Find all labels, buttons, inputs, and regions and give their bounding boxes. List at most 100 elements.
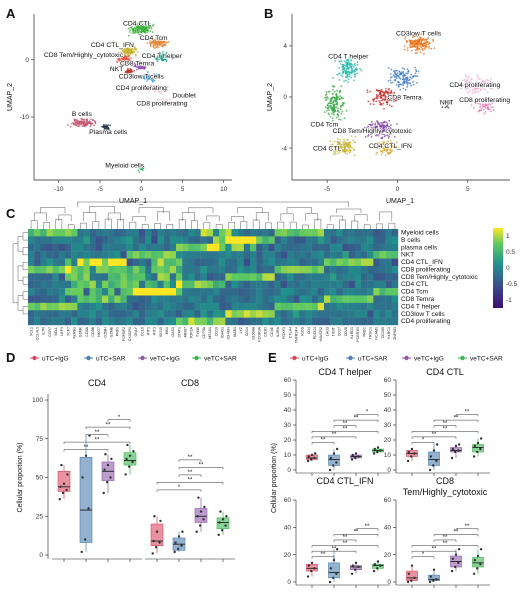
- umap-a-point: [150, 84, 153, 87]
- heatmap-cell: [95, 251, 103, 259]
- data-point: [476, 567, 479, 570]
- heatmap-gene-label: CTLA4: [288, 327, 292, 338]
- umap-b-point: [490, 106, 493, 109]
- heatmap-cell: [348, 280, 356, 289]
- heatmap-cell: [219, 229, 226, 237]
- heatmap-gene-label: CD79A: [202, 326, 206, 338]
- heatmap-cell: [373, 317, 380, 326]
- heatmap-cell: [52, 310, 60, 318]
- heatmap-cell: [120, 302, 127, 311]
- umap-b-point: [376, 120, 378, 122]
- data-point: [335, 548, 339, 551]
- heatmap-cell: [256, 236, 263, 244]
- data-point: [435, 443, 439, 446]
- heatmap-gene-label: TCF7: [66, 327, 70, 336]
- umap-b-point: [411, 39, 414, 42]
- d-CD4-sig-label: **: [84, 445, 89, 451]
- heatmap-cell: [188, 280, 195, 289]
- umap-b-point: [395, 76, 397, 78]
- heatmap-cell: [256, 317, 263, 326]
- heatmap-cell: [256, 280, 263, 289]
- umap-a-point: [104, 126, 107, 128]
- e-subplot-title: Tem/Highly_cytotoxic: [403, 487, 488, 497]
- umap-a-point: [147, 75, 150, 78]
- heatmap-cell: [237, 295, 245, 304]
- umap-a-point: [138, 171, 141, 173]
- umap-b-point: [329, 115, 332, 118]
- umap-a-point: [161, 88, 164, 91]
- umap-b-point: [489, 80, 492, 83]
- umap-b-point: [414, 52, 417, 55]
- umap-b-cluster-label: CD4 proliferating: [449, 82, 500, 89]
- umap-b-point: [479, 82, 482, 85]
- data-point: [198, 524, 202, 527]
- data-point: [410, 579, 413, 582]
- umap-b-point: [390, 124, 392, 126]
- heatmap-cell: [58, 251, 66, 259]
- heatmap-cell: [293, 280, 300, 289]
- e-0-sig-label: **: [354, 415, 359, 421]
- heatmap-cell: [237, 302, 245, 311]
- heatmap-cell: [299, 258, 306, 267]
- umap-a-point: [91, 119, 94, 121]
- umap-b-point: [383, 124, 385, 127]
- umap-b-point: [387, 80, 390, 82]
- umap-b-point: [345, 61, 348, 63]
- heatmap-cell: [108, 273, 115, 281]
- heatmap-cell: [157, 280, 164, 289]
- heatmap-cell: [200, 243, 208, 252]
- heatmap-cell: [379, 265, 386, 274]
- heatmap-cell: [163, 288, 171, 296]
- heatmap-gene-label: CD4: [307, 327, 311, 334]
- umap-b-cluster-label: CD4 CTL: [313, 146, 342, 153]
- umap-b-point: [336, 101, 338, 104]
- umap-a-point: [142, 25, 144, 27]
- umap-b-point: [433, 47, 435, 49]
- umap-a-point: [162, 41, 165, 44]
- umap-b-point: [343, 102, 345, 105]
- umap-b-point: [369, 90, 371, 93]
- umap-a-point: [130, 57, 133, 59]
- umap-b-point: [427, 37, 430, 39]
- umap-b-point: [393, 146, 396, 149]
- heatmap-cell: [237, 310, 245, 318]
- heatmap-cell: [385, 317, 393, 326]
- heatmap-gene-label: CX3CR1: [128, 327, 132, 341]
- heatmap-gene-label: IL2RA: [276, 326, 280, 337]
- data-point: [174, 541, 177, 544]
- umap-b-point: [380, 137, 383, 140]
- heatmap-cell: [330, 258, 337, 267]
- heatmap-gene-label: PDCD1: [313, 327, 317, 339]
- e-y-tick-label: 50: [384, 392, 392, 399]
- heatmap-cell: [287, 273, 294, 281]
- data-point: [110, 457, 113, 461]
- umap-b-point: [387, 143, 389, 146]
- heatmap-cell: [213, 317, 220, 326]
- heatmap-cell: [287, 243, 294, 252]
- umap-a-point: [117, 60, 120, 62]
- heatmap-cell: [132, 258, 140, 267]
- umap-b-point: [389, 149, 391, 151]
- heatmap-cell: [250, 280, 257, 289]
- umap-b-point: [353, 56, 356, 59]
- heatmap-gene-label: XCL1: [29, 327, 33, 336]
- umap-a-point: [147, 85, 149, 88]
- heatmap-cell: [219, 258, 226, 267]
- umap-a-point: [138, 62, 141, 65]
- umap-b-point: [444, 106, 447, 109]
- heatmap-cell: [194, 288, 201, 296]
- data-point: [335, 572, 338, 575]
- umap-b-point: [378, 146, 380, 149]
- data-point: [104, 453, 107, 456]
- heatmap-cell: [231, 280, 238, 289]
- data-point: [62, 482, 66, 485]
- umap-b-point: [339, 98, 342, 100]
- e-subplot-title: CD4 CTL: [426, 367, 464, 377]
- umap-a-point: [137, 25, 140, 27]
- umap-b-point: [370, 126, 373, 129]
- e-y-tick-label: 60: [384, 377, 392, 384]
- umap-a-point: [102, 126, 105, 129]
- legend-item-uTC+IgG: uTC+IgG: [302, 355, 329, 362]
- e-y-tick-label: 60: [284, 377, 292, 384]
- umap-b-point: [476, 74, 479, 77]
